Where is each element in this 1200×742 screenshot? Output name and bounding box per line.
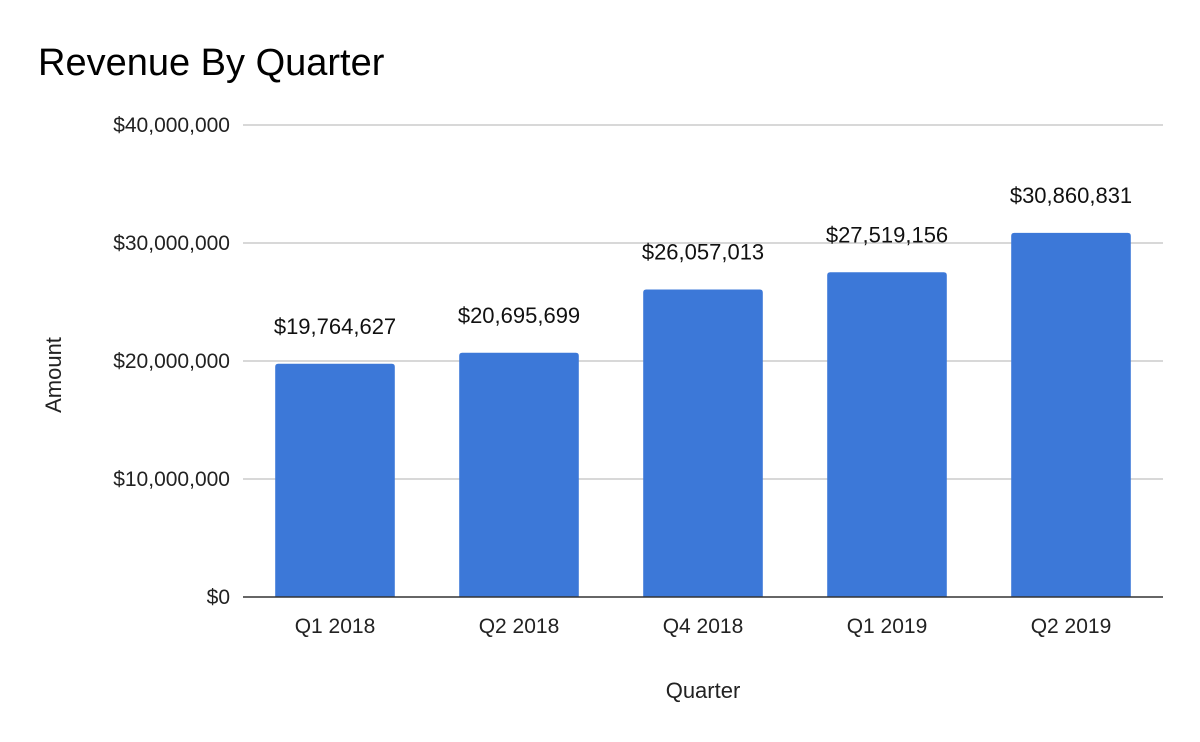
x-axis-title: Quarter xyxy=(666,678,741,703)
y-tick-label: $40,000,000 xyxy=(113,114,230,137)
data-label: $30,860,831 xyxy=(1010,183,1132,208)
y-tick-label: $20,000,000 xyxy=(113,350,230,373)
y-axis-ticks: $0 $10,000,000 $20,000,000 $30,000,000 $40,0… xyxy=(113,114,230,609)
bar xyxy=(459,352,579,597)
data-label: $27,519,156 xyxy=(826,222,948,247)
bar xyxy=(1011,232,1131,597)
bar xyxy=(275,363,395,597)
y-tick-label: $30,000,000 xyxy=(113,232,230,255)
bar xyxy=(827,272,947,597)
data-labels: $19,764,627 $20,695,699 $26,057,013 $27,519… xyxy=(274,183,1132,339)
x-tick-label: Q1 2018 xyxy=(295,615,376,638)
x-tick-label: Q2 2019 xyxy=(1031,615,1112,638)
chart-title: Revenue By Quarter xyxy=(38,42,385,84)
bars xyxy=(275,232,1131,597)
x-tick-label: Q1 2019 xyxy=(847,615,928,638)
x-axis-ticks: Q1 2018 Q2 2018 Q4 2018 Q1 2019 Q2 2019 xyxy=(295,615,1112,638)
y-tick-label: $10,000,000 xyxy=(113,468,230,491)
y-axis-title: Amount xyxy=(41,337,66,413)
bar xyxy=(643,289,763,597)
x-tick-label: Q2 2018 xyxy=(479,615,560,638)
data-label: $26,057,013 xyxy=(642,240,764,265)
data-label: $19,764,627 xyxy=(274,314,396,339)
data-label: $20,695,699 xyxy=(458,303,580,328)
y-tick-label: $0 xyxy=(207,586,230,609)
x-tick-label: Q4 2018 xyxy=(663,615,744,638)
